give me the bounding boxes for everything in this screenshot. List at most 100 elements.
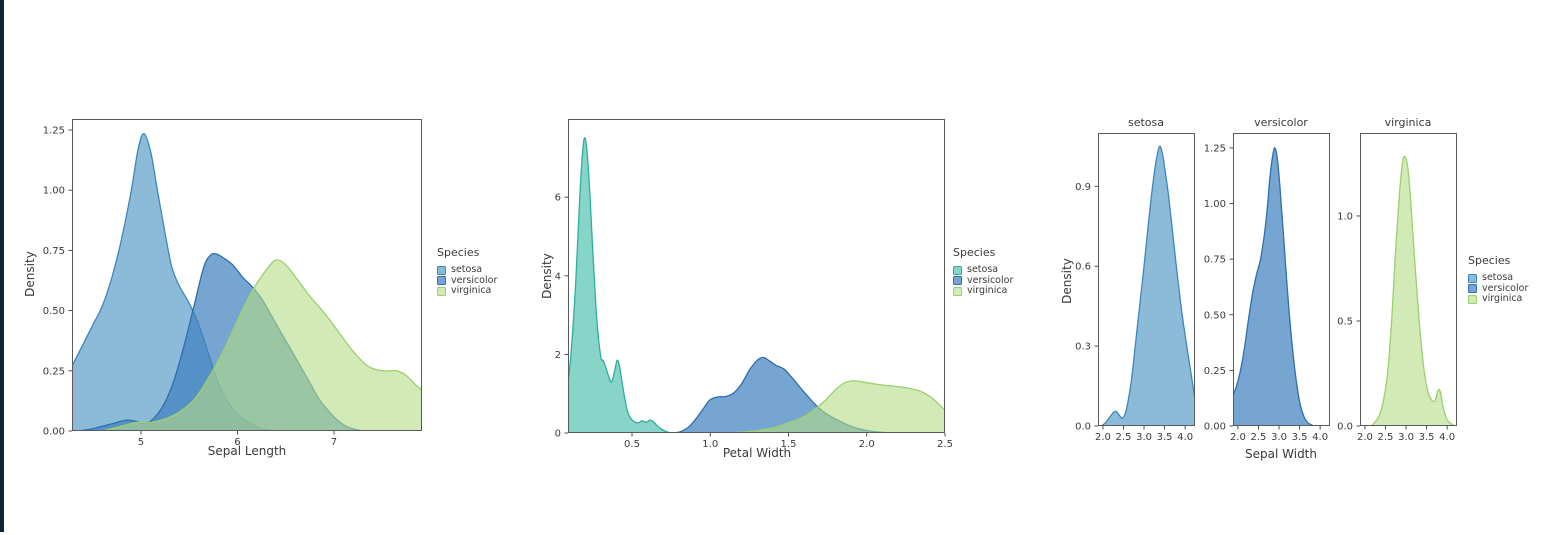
legend-swatch-versicolor-icon <box>1468 284 1477 294</box>
legend-item-label: versicolor <box>967 274 1014 286</box>
legend-item-virginica: virginica <box>437 285 497 297</box>
legend-item-virginica: virginica <box>953 285 1013 297</box>
setosa-density-area <box>1100 146 1195 426</box>
window-left-edge-bar <box>0 0 4 532</box>
virginica-density-line <box>1370 155 1456 426</box>
legend-item-versicolor: versicolor <box>437 275 497 287</box>
legend-item-setosa: setosa <box>953 264 1013 276</box>
x-tick-label: 2.0 <box>1357 432 1373 443</box>
y-tick-label: 0.50 <box>1204 310 1226 321</box>
x-tick-label: 2.0 <box>1230 432 1246 443</box>
virginica-density-area <box>1371 156 1456 426</box>
virginica-density-line <box>102 259 422 431</box>
legend-title: Species <box>437 246 480 259</box>
x-tick-label: 2.0 <box>859 439 875 450</box>
sepal-width-facet-setosa-plot: 2.0 2.5 3.0 3.5 4.0 0.0 0.3 0.6 0.9 <box>1075 133 1195 443</box>
legend-species-3: Species setosa versicolor virginica <box>1468 254 1528 305</box>
legend-swatch-versicolor-icon <box>953 276 962 286</box>
y-tick-label: 6 <box>555 193 561 204</box>
y-tick-label: 0.0 <box>1337 422 1353 433</box>
legend-item-label: virginica <box>967 285 1008 296</box>
virginica-density-area <box>102 259 422 431</box>
setosa-density-area <box>72 133 277 431</box>
kde-curves <box>1233 147 1315 426</box>
x-axis-label-petal-width: Petal Width <box>722 446 792 460</box>
x-axis-label-sepal-length: Sepal Length <box>207 444 287 458</box>
y-tick-label: 0.9 <box>1075 182 1091 193</box>
axes-spines <box>1098 133 1195 426</box>
versicolor-density-area <box>1233 147 1314 426</box>
legend-swatch-virginica-icon <box>1468 294 1477 304</box>
y-tick-label: 0.5 <box>1337 316 1353 327</box>
legend-swatch-virginica-icon <box>953 286 962 296</box>
legend-title: Species <box>953 246 996 259</box>
y-tick-label: 0.0 <box>1075 422 1091 433</box>
kde-curves <box>72 132 422 431</box>
y-tick-label: 1.0 <box>1337 211 1353 222</box>
kde-curves <box>568 137 945 433</box>
petal-width-kde-plot: 0.5 1.0 1.5 2.0 2.5 0 2 4 6 <box>555 119 953 450</box>
legend-item-label: setosa <box>1482 272 1514 283</box>
y-axis-label-density-1: Density <box>23 251 37 297</box>
facet-title-versicolor: versicolor <box>1254 116 1308 129</box>
setosa-density-area <box>568 137 673 433</box>
kde-curves <box>1100 145 1195 426</box>
legend-species-1: Species setosa versicolor virginica <box>437 246 497 297</box>
x-tick-label: 6 <box>234 437 240 448</box>
axes-spines <box>72 119 422 431</box>
facet-title-setosa: setosa <box>1127 116 1165 129</box>
versicolor-density-line <box>1233 147 1315 426</box>
virginica-density-line <box>725 380 945 433</box>
legend-title: Species <box>1468 254 1511 267</box>
x-tick-label: 5 <box>138 437 144 448</box>
y-tick-label: 0.75 <box>43 246 65 257</box>
y-tick-label: 0.3 <box>1075 342 1091 353</box>
y-tick-label: 1.25 <box>1204 143 1226 154</box>
setosa-density-line <box>568 137 673 433</box>
x-tick-label: 2.5 <box>937 439 953 450</box>
x-axis-label-sepal-width: Sepal Width <box>1245 447 1317 461</box>
y-tick-label: 1.00 <box>1204 199 1226 210</box>
legend-item-label: versicolor <box>1482 282 1529 294</box>
y-tick-label: 0.25 <box>43 366 65 377</box>
legend-item-label: virginica <box>451 285 492 296</box>
legend-item-virginica: virginica <box>1468 293 1528 305</box>
legend-item-versicolor: versicolor <box>953 274 1014 287</box>
x-tick-label: 2.5 <box>1378 432 1394 443</box>
facet-title-virginica: virginica <box>1384 116 1432 129</box>
y-axis-label-density-3: Density <box>1060 258 1074 304</box>
sepal-width-facet-virginica-plot: 2.0 2.5 3.0 3.5 4.0 0.0 0.5 1.0 <box>1337 133 1457 443</box>
axes-spines <box>1360 133 1457 426</box>
axes-spines <box>1233 133 1330 426</box>
x-tick-label: 4.0 <box>1439 432 1455 443</box>
x-tick-label: 2.5 <box>1116 432 1132 443</box>
legend-item-label: setosa <box>451 264 483 275</box>
x-tick-label: 3.5 <box>1419 432 1435 443</box>
x-tick-label: 3.0 <box>1398 432 1414 443</box>
x-tick-label: 2.0 <box>1095 432 1111 443</box>
legend-swatch-setosa-icon <box>1468 273 1477 283</box>
x-tick-label: 4.0 <box>1177 432 1193 443</box>
x-tick-label: 1.0 <box>702 439 718 450</box>
x-tick-label: 2.5 <box>1251 432 1267 443</box>
legend-swatch-setosa-icon <box>953 265 962 275</box>
y-tick-label: 0.25 <box>1204 366 1226 377</box>
sepal-width-facet-versicolor-plot: 2.0 2.5 3.0 3.5 4.0 0.00 0.25 0.50 0.75 1.00 1.25 <box>1204 133 1330 443</box>
sepal-length-kde-plot: 5 6 7 0.00 0.25 0.50 0.75 1.00 1.25 <box>43 119 422 448</box>
legend-swatch-versicolor-icon <box>437 276 446 286</box>
axes-spines <box>568 119 945 433</box>
legend-item-setosa: setosa <box>437 264 497 276</box>
virginica-density-area <box>725 380 945 433</box>
x-tick-label: 1.5 <box>781 439 797 450</box>
y-tick-label: 0.00 <box>43 427 65 438</box>
y-tick-label: 0.75 <box>1204 255 1226 266</box>
legend-item-versicolor: versicolor <box>1468 282 1529 295</box>
x-tick-label: 4.0 <box>1312 432 1328 443</box>
y-tick-label: 0.6 <box>1075 262 1091 273</box>
y-tick-label: 4 <box>555 271 561 282</box>
y-tick-label: 0.50 <box>43 306 65 317</box>
x-tick-label: 3.5 <box>1292 432 1308 443</box>
x-tick-label: 0.5 <box>624 439 640 450</box>
y-tick-label: 2 <box>555 350 561 361</box>
